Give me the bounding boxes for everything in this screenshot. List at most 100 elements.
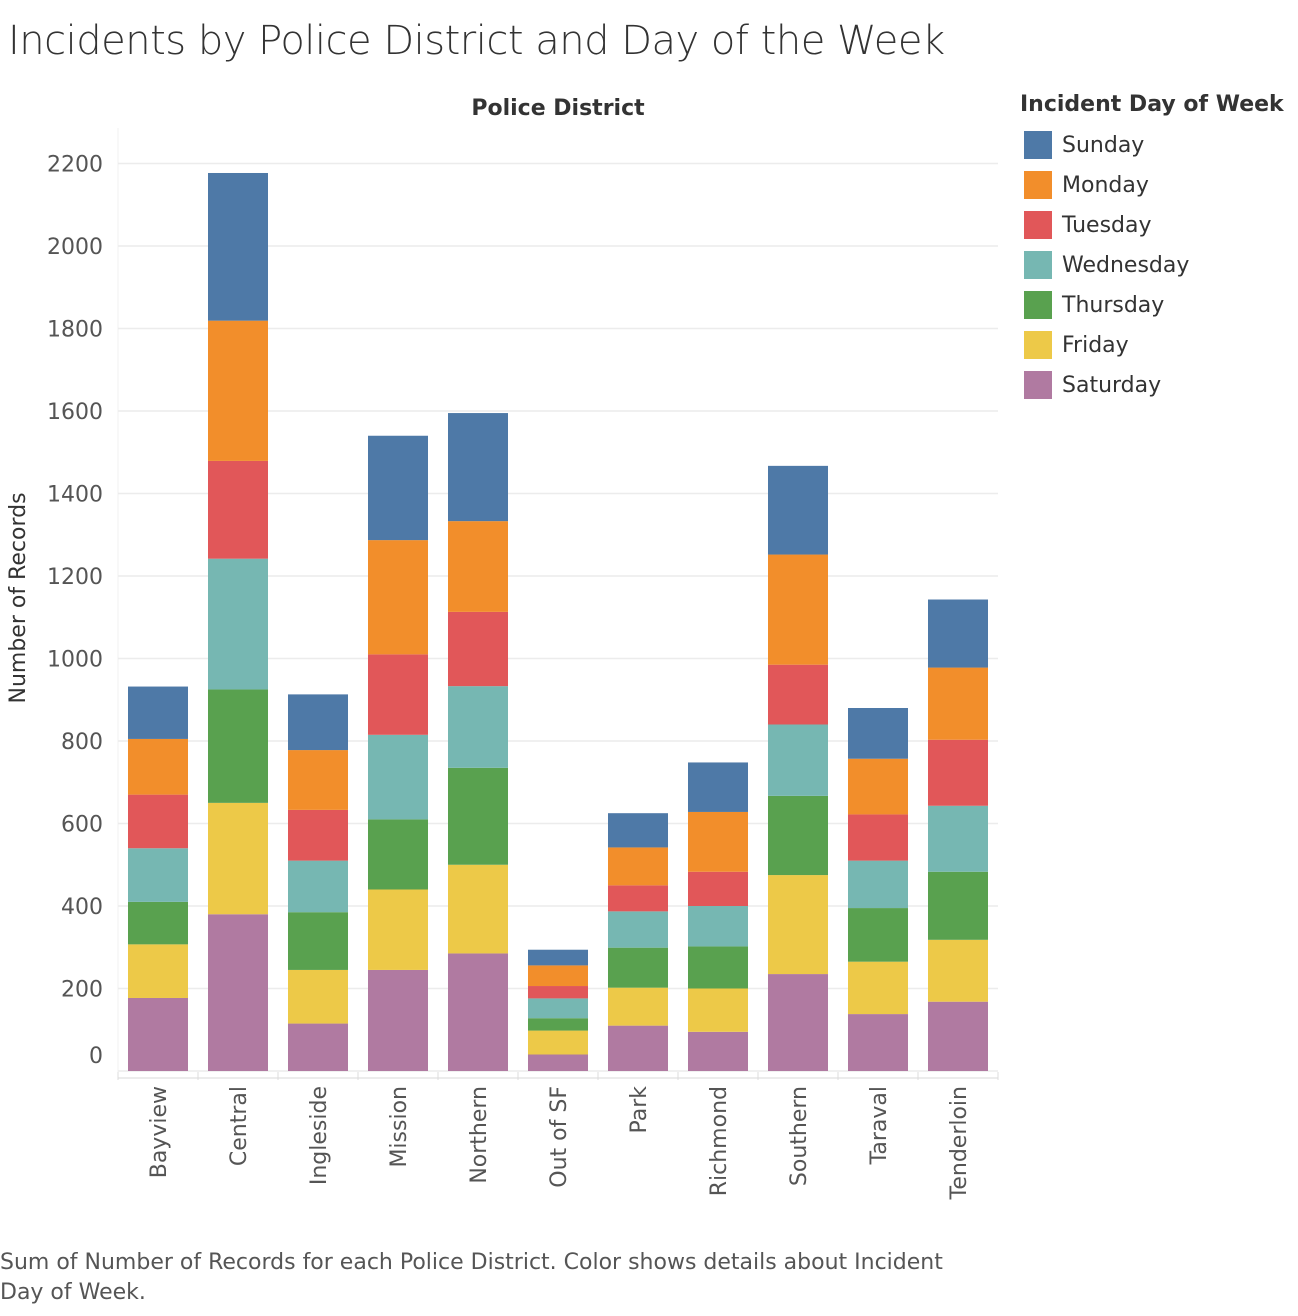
legend-label: Tuesday [1062,212,1152,238]
bar-segment-thursday [208,689,268,803]
legend-item-tuesday[interactable]: Tuesday [1020,205,1284,245]
x-tick-label: Mission [387,1086,412,1168]
bar-segment-saturday [848,1014,908,1071]
bar-segment-friday [768,875,828,975]
y-tick-label: 2200 [47,153,103,178]
bar-segment-monday [848,758,908,815]
bar-segment-monday [928,667,988,740]
bar-segment-thursday [928,871,988,940]
bar-segment-friday [928,939,988,1002]
bar-segment-saturday [688,1031,748,1071]
bar-segment-sunday [128,686,188,739]
bar-segment-monday [208,320,268,461]
bar-segment-sunday [448,413,508,522]
y-tick-label: 1800 [47,318,103,343]
bar-segment-thursday [608,947,668,988]
legend-swatch [1024,211,1052,239]
bar-segment-saturday [288,1023,348,1071]
legend-label: Monday [1062,172,1149,198]
stacked-bar-chart: Police District Number of Records 0 200 40… [6,96,999,1200]
legend-label: Wednesday [1062,252,1190,278]
bar-segment-wednesday [208,558,268,690]
legend-label: Friday [1062,332,1129,358]
legend: Incident Day of Week Sunday Monday Tuesday… [1020,92,1284,405]
y-axis-ticks: 0 200 400 600 800 1000 1200 1400 1600 1800 2000 220… [47,153,103,1070]
legend-title: Incident Day of Week [1020,92,1284,117]
y-tick-label: 1200 [47,565,103,590]
legend-label: Sunday [1062,132,1145,158]
bar-segment-tuesday [608,885,668,912]
bar-segment-sunday [608,813,668,848]
bar-segment-wednesday [368,734,428,820]
y-tick-label: 0 [89,1044,103,1069]
y-tick-label: 2000 [47,235,103,260]
bar-segment-tuesday [848,814,908,861]
bar-segment-thursday [288,912,348,970]
y-axis-label: Number of Records [6,492,31,703]
legend-item-saturday[interactable]: Saturday [1020,365,1284,405]
bar-segment-friday [528,1030,588,1055]
bar-segment-tuesday [928,739,988,806]
bar-segment-monday [448,521,508,612]
bar-segment-thursday [368,819,428,890]
legend-label: Thursday [1062,292,1165,318]
bar-segment-thursday [448,767,508,865]
bar-segment-wednesday [848,860,908,909]
bar-segment-wednesday [528,998,588,1019]
x-tick-label: Ingleside [307,1086,332,1185]
bar-segment-sunday [288,694,348,751]
y-tick-label: 1600 [47,400,103,425]
bar-segment-sunday [848,708,908,759]
bar-segment-wednesday [688,906,748,947]
bar-segment-tuesday [768,664,828,725]
bar-segment-tuesday [688,871,748,906]
legend-swatch [1024,171,1052,199]
legend-label: Saturday [1062,372,1162,398]
bar-segment-monday [368,540,428,655]
legend-items: Sunday Monday Tuesday Wednesday Thursday Frid… [1020,125,1284,405]
x-tick-label: Taraval [867,1086,892,1165]
x-tick-label: Richmond [707,1086,732,1196]
legend-item-friday[interactable]: Friday [1020,325,1284,365]
bar-segment-saturday [128,997,188,1071]
legend-swatch [1024,291,1052,319]
bar-segment-friday [688,988,748,1032]
bar-segment-saturday [208,914,268,1071]
bar-segment-thursday [768,795,828,876]
bar-segment-monday [688,811,748,872]
bar-segment-tuesday [528,986,588,999]
bar-segment-thursday [128,901,188,945]
bar-segment-friday [608,987,668,1026]
bar-segment-friday [128,944,188,998]
bar-segment-wednesday [608,911,668,948]
chart-caption: Sum of Number of Records for each Police… [0,1250,943,1305]
bar-segment-tuesday [368,654,428,735]
x-tick-label: Central [227,1086,252,1166]
bar-segment-wednesday [448,686,508,768]
bar-segment-monday [288,750,348,810]
legend-item-sunday[interactable]: Sunday [1020,125,1284,165]
bar-segment-sunday [368,435,428,541]
legend-swatch [1024,331,1052,359]
bar-segment-monday [528,965,588,987]
bar-segment-friday [208,802,268,915]
bar-segment-saturday [608,1025,668,1071]
bar-segment-thursday [688,946,748,989]
bar-segment-sunday [208,172,268,321]
legend-item-monday[interactable]: Monday [1020,165,1284,205]
y-tick-label: 800 [61,730,103,755]
x-axis-ticks: Bayview Central Ingleside Mission Northern Ou… [117,1072,999,1200]
bar-segment-sunday [768,465,828,555]
bar-segment-saturday [928,1001,988,1071]
y-tick-label: 1400 [47,483,103,508]
bar-segment-monday [768,554,828,665]
bars [128,172,988,1071]
y-tick-label: 1000 [47,648,103,673]
bar-segment-friday [848,961,908,1015]
bar-segment-tuesday [128,794,188,849]
bar-segment-saturday [368,969,428,1071]
legend-item-wednesday[interactable]: Wednesday [1020,245,1284,285]
legend-item-thursday[interactable]: Thursday [1020,285,1284,325]
bar-segment-thursday [848,908,908,962]
y-tick-label: 600 [61,813,103,838]
